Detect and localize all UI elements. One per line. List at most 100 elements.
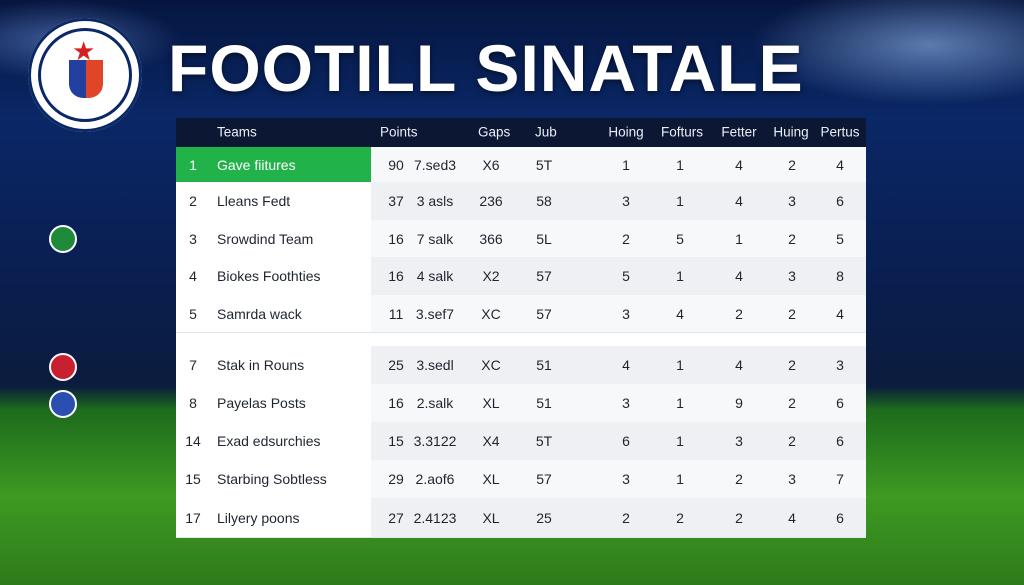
stat-cell: X4 (482, 433, 500, 449)
rank: 4 (189, 268, 197, 284)
stat-cell: 1 (676, 433, 684, 449)
stat-cell: 4 (676, 305, 684, 322)
stat-cell: 5 (836, 230, 844, 247)
table-row: 17 Lilyery poons 27 2.4123 XL 25 2 2 2 4 6 (176, 498, 866, 538)
team-cell: 15 Starbing Sobtless (176, 460, 371, 498)
rank: 2 (189, 193, 197, 209)
stat-cell: 57 (536, 305, 552, 322)
stat-cell: 9 (735, 395, 743, 411)
stat-cell: XL (482, 471, 500, 487)
stat-cell: XL (482, 509, 500, 526)
stat-cell: 236 (479, 193, 503, 209)
team-cell: 5 Samrda wack (176, 295, 371, 332)
stat-cell: 6 (622, 433, 630, 449)
rank: 8 (189, 395, 197, 411)
stat-cell: 1 (622, 156, 630, 173)
stat-cell: 3 (788, 471, 796, 487)
stat-cell: 2 (622, 509, 630, 526)
stat-cell: 5L (536, 230, 552, 247)
stat-cell: XL (482, 395, 500, 411)
stat-cell: 3 (735, 433, 743, 449)
stat-cell: 7 salk (416, 230, 454, 247)
team-name: Biokes Foothties (217, 268, 321, 284)
logo: ★ (28, 18, 142, 132)
team-name: Gave fiitures (217, 156, 296, 173)
rank: 5 (189, 305, 197, 322)
stat-cell: 4 (788, 509, 796, 526)
column-header: Hoing (608, 124, 644, 140)
stat-cell: 16 (388, 395, 404, 411)
team-cell: 1 Gave fiitures (176, 147, 371, 182)
stat-cell: 3 asls (416, 193, 454, 209)
team-name: Starbing Sobtless (217, 471, 327, 487)
team-name: Lilyery poons (217, 509, 300, 526)
stat-cell: 1 (676, 471, 684, 487)
stat-cell: 3 (788, 193, 796, 209)
rank: 1 (189, 156, 197, 173)
stat-cell: 3 (622, 395, 630, 411)
stat-cell: 1 (676, 268, 684, 284)
rank: 15 (185, 471, 201, 487)
badge (49, 225, 77, 253)
stat-cell: 2.salk (416, 395, 454, 411)
stat-cell: 11 (388, 305, 404, 322)
rank: 3 (189, 230, 197, 247)
stat-cell: 4 (735, 357, 743, 373)
column-header: Jub (535, 124, 557, 140)
row-gap (176, 332, 866, 346)
stat-cell: 2.aof6 (415, 471, 455, 487)
logo-ring (38, 28, 132, 122)
team-name: Stak in Rouns (217, 357, 305, 373)
stat-cell: 6 (836, 193, 844, 209)
stat-cell: 5 (676, 230, 684, 247)
stat-cell: 3.sedl (416, 357, 454, 373)
stat-cell: 16 (388, 268, 404, 284)
stat-cell: 58 (536, 193, 552, 209)
team-cell: 7 Stak in Rouns (176, 346, 371, 384)
stat-cell: 2 (788, 433, 796, 449)
stat-cell: 3 (788, 268, 796, 284)
stat-cell: 2 (735, 509, 743, 526)
table-row: 2 Lleans Fedt 37 3 asls 236 58 3 1 4 3 6 (176, 182, 866, 221)
stat-cell: 4 (622, 357, 630, 373)
stat-cell: 15 (388, 433, 404, 449)
stat-cell: 4 (735, 156, 743, 173)
stat-cell: 2 (788, 156, 796, 173)
stat-cell: 2 (735, 471, 743, 487)
team-cell: 2 Lleans Fedt (176, 182, 371, 220)
stat-cell: 27 (388, 509, 404, 526)
stat-cell: 4 salk (416, 268, 454, 284)
team-name: Samrda wack (217, 305, 302, 322)
stat-cell: 1 (676, 395, 684, 411)
stat-cell: 3 (622, 471, 630, 487)
team-cell: 14 Exad edsurchies (176, 422, 371, 460)
stat-cell: 4 (735, 268, 743, 284)
table-row: 14 Exad edsurchies 15 3.3122 X4 5T 6 1 3 2 6 (176, 422, 866, 461)
column-header: Points (380, 124, 418, 140)
table-row: 15 Starbing Sobtless 29 2.aof6 XL 57 3 1 2 3 7 (176, 460, 866, 499)
table-row: 3 Srowdind Team 16 7 salk 366 5L 2 5 1 2 5 (176, 220, 866, 258)
standings-table: Teams Points Gaps Jub Hoing Fofturs Fetter Huin… (176, 118, 866, 538)
stat-cell: 2 (788, 357, 796, 373)
team-name: Payelas Posts (217, 395, 306, 411)
logo-shield (69, 60, 103, 98)
stat-cell: XC (481, 305, 501, 322)
team-cell: 4 Biokes Foothties (176, 257, 371, 295)
stat-cell: 4 (836, 156, 844, 173)
table-row: 8 Payelas Posts 16 2.salk XL 51 3 1 9 2 6 (176, 384, 866, 423)
stat-cell: 3 (622, 305, 630, 322)
badge (49, 390, 77, 418)
stat-cell: 3 (622, 193, 630, 209)
stat-cell: 3.3122 (413, 433, 457, 449)
column-header: Gaps (478, 124, 511, 140)
stat-cell: 57 (536, 471, 552, 487)
table-header: Teams Points Gaps Jub Hoing Fofturs Fetter Huin… (176, 118, 866, 147)
stat-cell: 1 (735, 230, 743, 247)
logo-star: ★ (72, 36, 96, 66)
column-header: Pertus (820, 124, 860, 140)
title: FOOTILL SINATALE (168, 31, 804, 105)
stat-cell: 25 (536, 509, 552, 526)
stat-cell: 7 (836, 471, 844, 487)
stat-cell: 51 (536, 357, 552, 373)
